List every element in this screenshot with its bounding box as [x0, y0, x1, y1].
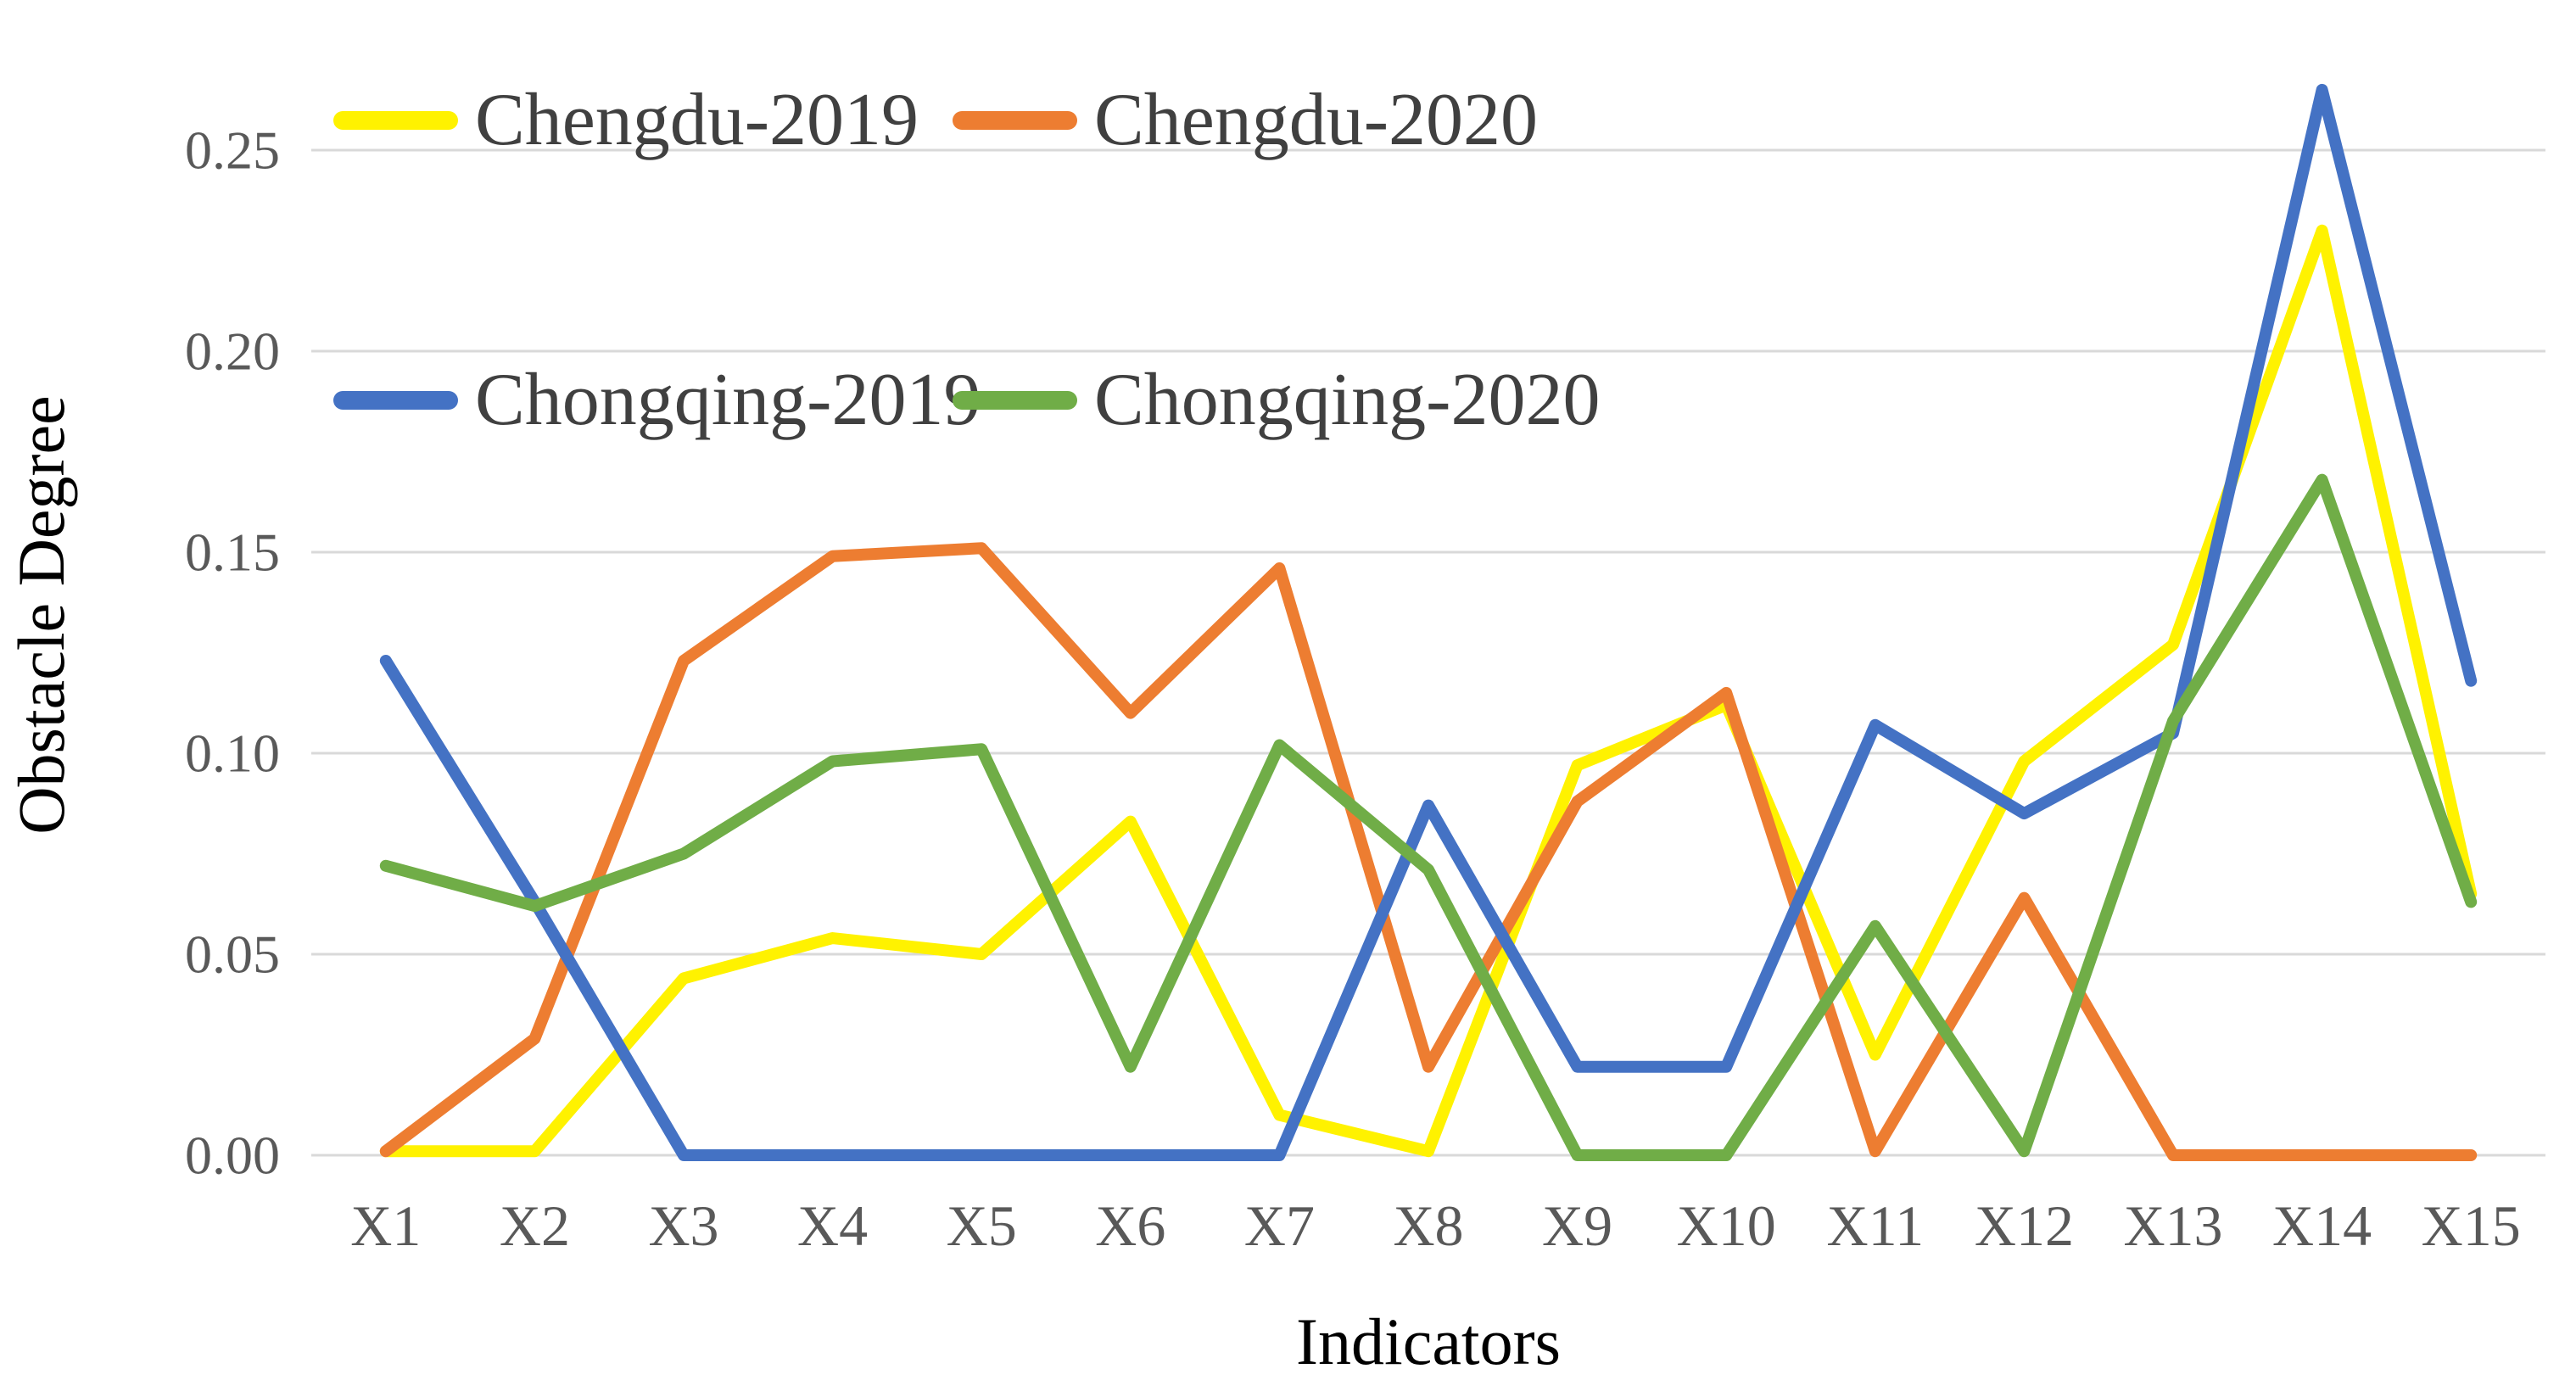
x-tick-label: X5 [947, 1193, 1017, 1258]
y-tick-label: 0.05 [185, 925, 280, 985]
y-axis-title: Obstacle Degree [4, 395, 78, 835]
y-tick-label: 0.10 [185, 724, 280, 784]
series-line-chengdu-2019 [379, 224, 2478, 1158]
x-tick-label: X14 [2272, 1193, 2372, 1258]
x-tick-label: X10 [1677, 1193, 1776, 1258]
y-tick-label: 0.20 [185, 321, 280, 382]
x-tick-label: X13 [2123, 1193, 2222, 1258]
x-tick-label: X8 [1393, 1193, 1463, 1258]
x-axis-tick-labels: X1 X2 X3 X4 X5 X6 X7 X8 X9 X10 X11 X12 X13 X14 X15 [350, 1193, 2521, 1258]
y-axis-tick-labels: 0.00 0.05 0.10 0.15 0.20 0.25 [185, 120, 280, 1186]
x-tick-label: X9 [1542, 1193, 1612, 1258]
x-tick-label: X3 [648, 1193, 718, 1258]
x-tick-label: X12 [1975, 1193, 2074, 1258]
x-tick-label: X11 [1827, 1193, 1925, 1258]
y-tick-label: 0.15 [185, 522, 280, 583]
y-tick-label: 0.00 [185, 1126, 280, 1186]
x-tick-label: X4 [797, 1193, 868, 1258]
series-lines [379, 83, 2478, 1161]
x-axis-title: Indicators [1296, 1305, 1561, 1378]
x-tick-label: X6 [1095, 1193, 1165, 1258]
x-tick-label: X1 [350, 1193, 421, 1258]
x-tick-label: X15 [2422, 1193, 2521, 1258]
x-tick-label: X2 [500, 1193, 570, 1258]
series-line-chongqing-2019 [379, 83, 2478, 1161]
y-tick-label: 0.25 [185, 120, 280, 181]
x-tick-label: X7 [1244, 1193, 1315, 1258]
series-line-chengdu-2020 [379, 542, 2478, 1161]
series-line-chongqing-2020 [379, 473, 2478, 1161]
